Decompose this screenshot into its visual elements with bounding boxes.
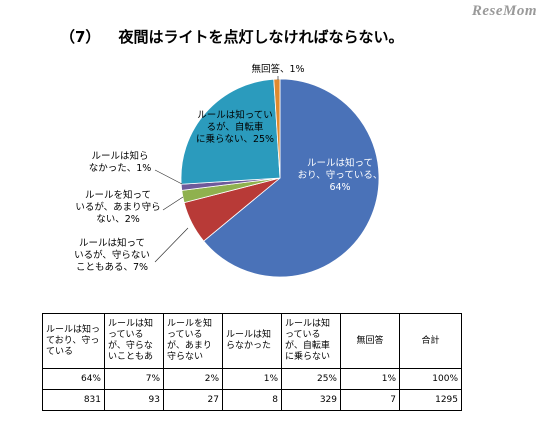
table-row: 831 93 27 8 329 7 1295 <box>42 389 462 411</box>
leader-line <box>162 196 184 211</box>
watermark: ReseMom <box>471 3 537 19</box>
table-cell: 329 <box>281 389 341 411</box>
title-text: 夜間はライトを点灯しなければならない。 <box>118 28 404 46</box>
slice-label: ルールを知っているが、あまり守らない、2% <box>75 189 160 225</box>
table-cell: 1% <box>222 368 282 390</box>
table-cell: 7 <box>340 389 400 411</box>
leader-line <box>154 169 183 185</box>
chart-title: （7） 夜間はライトを点灯しなければならない。 <box>60 26 403 47</box>
header-cell: ルールは知っており、守っている <box>42 313 105 369</box>
table-header-row: ルールは知っており、守っている ルールは知っているが、守らないこともあ ルールを… <box>42 313 462 369</box>
table-cell: 7% <box>104 368 164 390</box>
header-cell: ルールは知っているが、守らないこともあ <box>104 313 164 369</box>
table-cell: 27 <box>163 389 223 411</box>
table-cell: 1295 <box>399 389 462 411</box>
pie-slice <box>180 78 281 185</box>
table-cell: 100% <box>399 368 462 390</box>
pie-slice <box>273 78 281 179</box>
header-cell: ルールを知っているが、あまり守らない <box>163 313 223 369</box>
pie-slice <box>203 78 380 278</box>
pie-chart: ルールは知っており、守っている、 64% ルールは知っているが、守らないこともある、… <box>74 63 383 278</box>
slice-label: 無回答、1% <box>251 63 304 75</box>
data-table: ルールは知っており、守っている ルールは知っているが、守らないこともあ ルールを… <box>42 313 462 411</box>
header-cell: 無回答 <box>340 313 400 369</box>
table-cell: 1% <box>340 368 400 390</box>
header-cell: ルールは知らなかった <box>222 313 282 369</box>
title-number: （7） <box>60 28 101 46</box>
table-cell: 64% <box>42 368 105 390</box>
table-cell: 25% <box>281 368 341 390</box>
slice-label: ルールは知っているが、自転車に乗らない、25% <box>196 109 274 145</box>
header-cell: 合計 <box>399 313 462 369</box>
table-cell: 8 <box>222 389 282 411</box>
table-cell: 93 <box>104 389 164 411</box>
slice-label: ルールは知らなかった、1% <box>89 150 152 174</box>
table-cell: 2% <box>163 368 223 390</box>
header-cell: ルールは知っているが、自転車に乗らない <box>281 313 341 369</box>
table-row: 64% 7% 2% 1% 25% 1% 100% <box>42 368 462 390</box>
slice-label: ルールは知っているが、守らないこともある、7% <box>74 237 150 273</box>
leader-line <box>154 227 189 263</box>
slice-label: ルールは知っており、守っている、 64% <box>298 157 383 193</box>
table-cell: 831 <box>42 389 105 411</box>
